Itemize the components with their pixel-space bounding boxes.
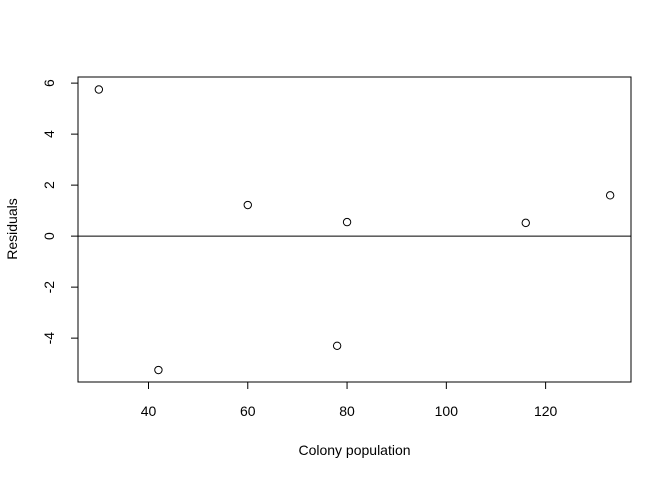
y-axis-title: Residuals <box>4 198 20 259</box>
residual-point <box>244 201 251 208</box>
x-tick-label: 40 <box>141 403 157 419</box>
y-tick-label: 2 <box>41 181 57 189</box>
residual-point <box>95 86 102 93</box>
x-tick-label: 120 <box>534 403 558 419</box>
residual-point <box>155 366 162 373</box>
x-tick-label: 100 <box>435 403 459 419</box>
plot-frame <box>78 77 631 382</box>
y-tick-label: 0 <box>41 232 57 240</box>
y-tick-label: -4 <box>41 332 57 345</box>
residual-point <box>333 342 340 349</box>
residual-point <box>606 192 613 199</box>
x-tick-label: 80 <box>339 403 355 419</box>
residual-point <box>522 219 529 226</box>
y-tick-label: 4 <box>41 130 57 138</box>
x-tick-label: 60 <box>240 403 256 419</box>
y-tick-label: -2 <box>41 281 57 294</box>
plot-layer: 40 60 80 100 120 -4 -2 0 2 4 6 <box>41 77 631 419</box>
y-tick-label: 6 <box>41 79 57 87</box>
x-axis-title: Colony population <box>298 442 410 458</box>
residual-point <box>343 218 350 225</box>
